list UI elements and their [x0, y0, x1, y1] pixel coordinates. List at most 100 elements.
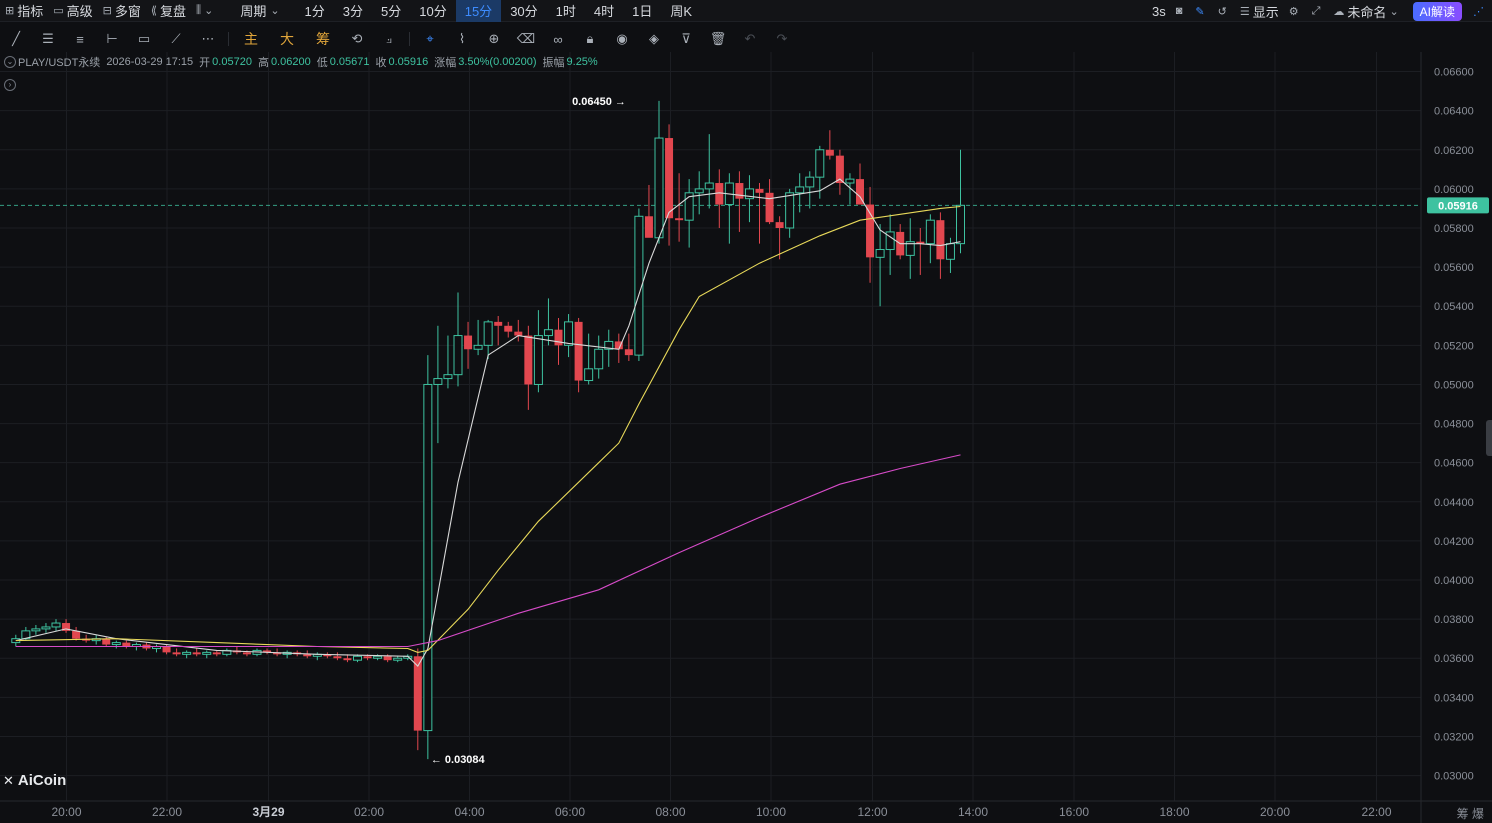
redo-icon[interactable]: ↷	[776, 31, 788, 46]
magnet-ruler-icon[interactable]: ⟓	[385, 31, 393, 46]
large-order-tool[interactable]: 大	[280, 31, 294, 47]
zoom-icon[interactable]: ⊕	[488, 31, 500, 46]
trend-line-icon[interactable]: ╱	[12, 31, 20, 46]
candle-body	[624, 349, 633, 356]
sync-icon[interactable]: ⟲	[351, 31, 363, 46]
candle-body	[675, 218, 684, 221]
timeframe-5[interactable]: 30分	[510, 4, 538, 19]
candle-body	[905, 241, 915, 256]
candle-body	[755, 188, 764, 193]
expand-indicators-button[interactable]: ›	[4, 74, 21, 92]
parallel-lines-icon[interactable]: ☰	[42, 31, 54, 46]
bottom-corner-toggles[interactable]: 筹 爆	[1456, 807, 1484, 821]
horizontal-ray-icon[interactable]: ⊢	[106, 31, 118, 46]
candle-body	[936, 220, 945, 260]
ruler-icon[interactable]: ⌇	[458, 31, 466, 46]
share-icon[interactable]: ⋰	[1473, 5, 1484, 18]
eraser-icon[interactable]: ⌫	[516, 31, 536, 46]
candle-body	[644, 216, 653, 238]
y-tick-label: 0.06400	[1434, 106, 1474, 118]
y-tick-label: 0.06200	[1434, 145, 1474, 157]
main-tool[interactable]: 主	[244, 31, 258, 47]
pen-icon[interactable]: ✎	[1195, 5, 1205, 18]
camera-icon[interactable]: ◙	[1175, 5, 1183, 17]
candle-body	[514, 331, 523, 336]
candle-body	[866, 204, 875, 258]
drawing-toolbar: ╱ ☰ ≡ ⊢ ▭ ⟋ ⋯ 主 大 筹 ⟲ ⟓ ⌖ ⌇ ⊕ ⌫ ∞ 🔒︎ ◉ ◈…	[0, 28, 1492, 50]
refresh-interval[interactable]: 3s	[1152, 3, 1166, 19]
collapse-icon[interactable]: ⌄	[4, 56, 16, 68]
ai-interpret-button[interactable]: AI解读	[1412, 1, 1462, 21]
filter-icon[interactable]: ⊽	[681, 31, 691, 46]
link-icon[interactable]: ∞	[553, 31, 563, 47]
chip-tool[interactable]: 筹	[316, 31, 330, 47]
y-tick-label: 0.03200	[1434, 731, 1474, 743]
timeframe-1[interactable]: 3分	[342, 4, 364, 19]
fullscreen-icon[interactable]: ⤢	[1311, 4, 1321, 17]
candle-body	[363, 656, 372, 659]
candle-body	[393, 657, 403, 661]
y-tick-label: 0.03600	[1434, 653, 1474, 665]
settings-icon[interactable]: ⚙	[1288, 5, 1299, 18]
candle-body	[464, 335, 473, 350]
timeframe-4[interactable]: 15分	[455, 0, 502, 22]
timeframe-9[interactable]: 周K	[670, 4, 693, 19]
lock-icon[interactable]: 🔒︎	[586, 31, 594, 46]
side-panel-handle[interactable]	[1486, 420, 1492, 456]
period-button[interactable]: 周期 ⌄	[240, 4, 280, 19]
candle-body	[494, 321, 503, 326]
rectangle-icon[interactable]: ▭	[137, 31, 151, 46]
eye-icon[interactable]: ◉	[616, 31, 628, 46]
display-button[interactable]: ☰ 显示	[1239, 4, 1279, 20]
chevron-right-icon: ›	[4, 79, 16, 91]
candle-body	[172, 652, 181, 655]
candle-body	[473, 344, 483, 350]
layers-icon[interactable]: ◈	[649, 31, 659, 46]
chevron-down-icon: ⌄	[270, 5, 280, 17]
candle-body	[453, 335, 463, 376]
last-price-tag	[1427, 197, 1489, 214]
brush-icon[interactable]: ⟋	[171, 31, 181, 46]
cursor-select-icon[interactable]: ⌖	[426, 31, 434, 46]
replay-button[interactable]: ⟪ 复盘	[150, 4, 187, 19]
candle-body	[192, 652, 201, 655]
candle-body	[594, 348, 604, 370]
chart-type-button[interactable]: ⫼ ⌄	[191, 0, 221, 22]
timeframe-2[interactable]: 5分	[381, 4, 402, 19]
advanced-icon: ▭	[53, 5, 64, 17]
timeframe-0[interactable]: 1分	[304, 4, 325, 19]
open-label: 开	[199, 57, 211, 69]
replay-icon: ⟪	[150, 5, 158, 17]
candle-body	[162, 646, 171, 653]
advanced-button[interactable]: ▭ 高级	[53, 4, 93, 19]
chevron-down-icon: ⌄	[204, 5, 214, 17]
close-value: 0.05916	[388, 56, 429, 68]
timeframe-6[interactable]: 1时	[555, 4, 576, 19]
undo-icon[interactable]: ↶	[744, 31, 756, 46]
candle-body	[875, 249, 885, 258]
x-tick-label: 20:00	[51, 805, 81, 819]
trash-icon[interactable]: 🗑︎	[709, 31, 727, 46]
candle-body	[111, 642, 121, 646]
indicator-button[interactable]: ⊞ 指标	[5, 4, 44, 19]
candle-body	[343, 658, 352, 661]
restore-icon[interactable]: ↺	[1217, 5, 1227, 18]
timeframe-3[interactable]: 10分	[419, 4, 447, 19]
multiwindow-button[interactable]: ⊟ 多窗	[102, 4, 141, 19]
timeframe-8[interactable]: 1日	[632, 4, 653, 19]
candle-body	[735, 183, 744, 199]
indicator-icon: ⊞	[5, 5, 15, 17]
x-tick-label: 08:00	[655, 805, 685, 819]
candle-body	[182, 651, 192, 655]
candle-body	[845, 178, 855, 184]
timeframe-7[interactable]: 4时	[593, 4, 615, 19]
price-chart[interactable]: 0.06600 0.06400 0.06200 0.06000 0.05800 0.056…	[0, 52, 1492, 823]
close-label: 收	[375, 57, 387, 69]
amplitude-label: 振幅	[542, 57, 565, 69]
horizontal-lines-icon[interactable]: ≡	[76, 31, 84, 47]
y-tick-label: 0.04000	[1434, 575, 1474, 587]
candle-body	[634, 215, 644, 356]
layout-button[interactable]: ☁ 未命名 ⌄	[1333, 4, 1399, 20]
aicoin-logo-icon: ✕	[3, 772, 14, 788]
more-tools-icon[interactable]: ⋯	[201, 31, 215, 46]
